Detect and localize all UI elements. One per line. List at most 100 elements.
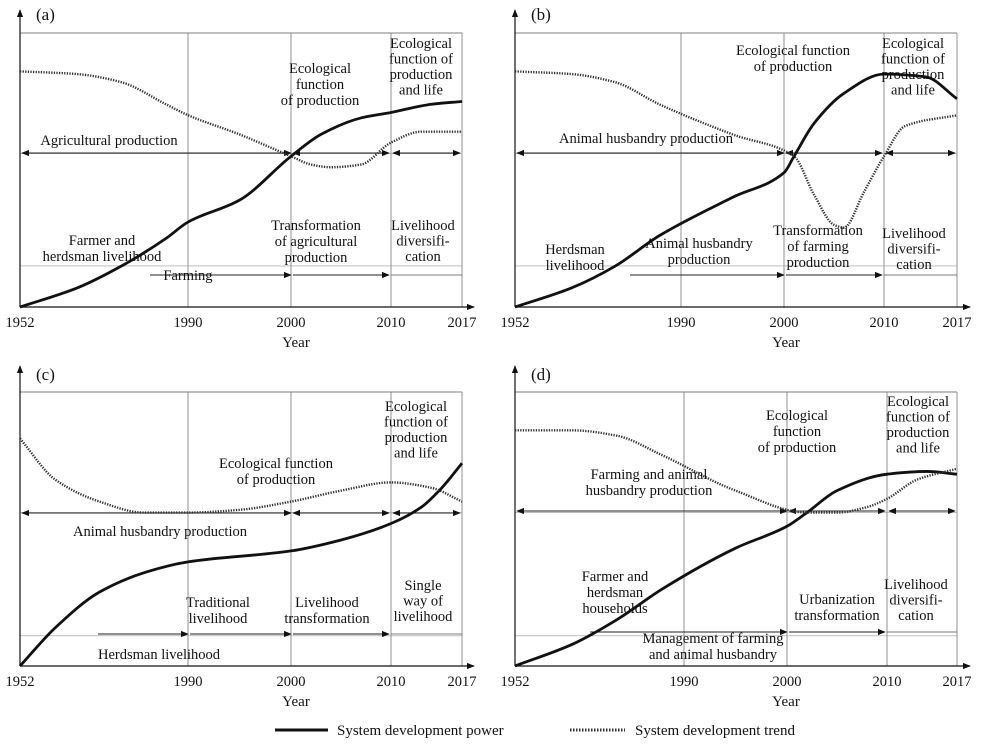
- annotation-line: Livelihood: [391, 218, 455, 234]
- annotation-line: Traditional: [186, 595, 250, 611]
- annotation-line: Livelihood: [295, 595, 359, 611]
- annotation-line: Ecological: [390, 36, 452, 52]
- series-power-line: [514, 470, 958, 668]
- series-power-line: [19, 100, 463, 309]
- annotation-line: function of: [389, 52, 453, 68]
- annotation-line: transformation: [794, 608, 880, 624]
- annotation-c-animal: Animal husbandry production: [73, 524, 248, 540]
- x-tick-label: 2017: [943, 315, 972, 331]
- panel-label: (d): [531, 365, 551, 384]
- x-axis-label: Year: [772, 694, 800, 710]
- annotation-d-manage: Management of farming and animal husbandr…: [643, 631, 784, 663]
- x-tick-label: 1990: [174, 674, 203, 690]
- annotation-d-eco: Ecological function of production: [758, 408, 837, 456]
- annotation-d-farmanimal: Farming and animal husbandry production: [586, 467, 714, 499]
- annotation-line: herdsman: [587, 585, 644, 601]
- annotation-line: livelihood: [189, 611, 249, 627]
- annotation-line: Livelihood: [884, 577, 948, 593]
- x-tick-label: 1952: [501, 674, 530, 690]
- annotation-line: Single: [404, 578, 441, 594]
- annotation-line: herdsman livelihood: [43, 249, 163, 265]
- panel-label: (c): [36, 365, 55, 384]
- annotation-line: of agricultural: [275, 234, 358, 250]
- x-tick-label: 2000: [277, 315, 306, 331]
- x-tick-label: 2010: [377, 674, 406, 690]
- series-trend-line: [19, 70, 462, 169]
- annotation-line: of production: [758, 440, 837, 456]
- series-trend-line: [514, 70, 958, 229]
- x-tick-label: 2017: [448, 315, 477, 331]
- annotation-line: households: [582, 601, 648, 617]
- annotation-line: Agricultural production: [40, 133, 178, 149]
- annotation-line: Transformation: [271, 218, 361, 234]
- annotation-a-agri: Agricultural production: [40, 133, 178, 149]
- annotation-line: Management of farming: [643, 631, 784, 647]
- annotation-line: Ecological: [385, 399, 447, 415]
- annotation-line: and life: [896, 441, 940, 457]
- panel-c: 1952 1990 2000 2010 2017 Year (c) Ecological fu…: [6, 365, 477, 710]
- annotation-line: and life: [394, 446, 438, 462]
- annotation-line: Farmer and: [69, 233, 136, 249]
- annotation-line: of farming: [787, 239, 849, 255]
- x-tick-label: 1952: [6, 674, 35, 690]
- annotation-line: cation: [898, 608, 934, 624]
- annotation-c-single: Single way of livelihood: [394, 578, 454, 625]
- annotation-b-liveli: Livelihood diversifi-cation: [882, 226, 946, 273]
- x-tick-label: 1990: [670, 674, 699, 690]
- annotation-line: Livelihood: [882, 226, 946, 242]
- annotation-a-farmer: Farmer and herdsman livelihood: [43, 233, 163, 265]
- annotation-c-herds: Herdsman livelihood: [98, 647, 221, 663]
- annotation-line: production: [285, 250, 349, 266]
- annotation-b-animal2: Animal husbandry production: [645, 236, 753, 268]
- annotation-line: and life: [399, 83, 443, 99]
- annotation-line: Ecological: [887, 394, 949, 410]
- annotation-line: of production: [281, 93, 360, 109]
- x-tick-label: 2010: [377, 315, 406, 331]
- annotation-a-eco: Ecological function of production: [281, 61, 360, 109]
- annotation-line: Transformation: [773, 223, 863, 239]
- annotation-a-trans: Transformation of agricultural production: [271, 218, 361, 266]
- annotation-line: diversifi-: [889, 593, 942, 609]
- x-tick-label: 2017: [448, 674, 477, 690]
- annotation-line: production: [887, 425, 951, 441]
- annotation-c-ecolife: Ecological function of production and life: [384, 399, 448, 462]
- annotation-line: Farmer and: [582, 569, 649, 585]
- annotation-line: production: [390, 67, 454, 83]
- x-axis-label: Year: [282, 694, 310, 710]
- annotation-line: livelihood: [546, 258, 606, 274]
- annotation-line: of production: [754, 59, 833, 75]
- annotation-line: husbandry production: [586, 483, 714, 499]
- annotation-a-farming: Farming: [163, 268, 212, 284]
- annotation-line: cation: [896, 257, 932, 273]
- annotation-line: and animal husbandry: [649, 647, 778, 663]
- annotation-b-herds: Herdsman livelihood: [545, 242, 605, 274]
- x-tick-label: 2000: [770, 315, 799, 331]
- x-tick-label: 2000: [277, 674, 306, 690]
- annotation-line: function: [296, 77, 345, 93]
- x-tick-label: 2010: [873, 674, 902, 690]
- annotation-a-ecolife: Ecological function of production and life: [389, 36, 453, 99]
- annotation-line: and life: [891, 83, 935, 99]
- annotation-line: Ecological function: [219, 456, 334, 472]
- annotation-d-farmer: Farmer and herdsman households: [582, 569, 649, 617]
- annotation-d-urban: Urbanization transformation: [794, 592, 880, 624]
- annotation-d-liveli: Livelihood diversifi-cation: [884, 577, 948, 624]
- annotation-line: cation: [405, 249, 441, 265]
- annotation-line: of production: [237, 472, 316, 488]
- x-tick-label: 1952: [501, 315, 530, 331]
- legend-power-label: System development power: [337, 723, 504, 739]
- annotation-line: Urbanization: [799, 592, 875, 608]
- annotation-line: production: [668, 252, 732, 268]
- panel-label: (b): [531, 5, 551, 24]
- series-trend-line: [19, 437, 463, 514]
- annotation-line: Herdsman livelihood: [98, 647, 221, 663]
- x-tick-label: 2017: [943, 674, 972, 690]
- annotation-line: production: [787, 255, 851, 271]
- annotation-d-ecolife: Ecological function of production and life: [886, 394, 950, 457]
- x-axis-label: Year: [282, 335, 310, 351]
- annotation-line: function of: [384, 415, 448, 431]
- annotation-line: Ecological function: [736, 43, 851, 59]
- annotation-b-trans: Transformation of farming production: [773, 223, 863, 271]
